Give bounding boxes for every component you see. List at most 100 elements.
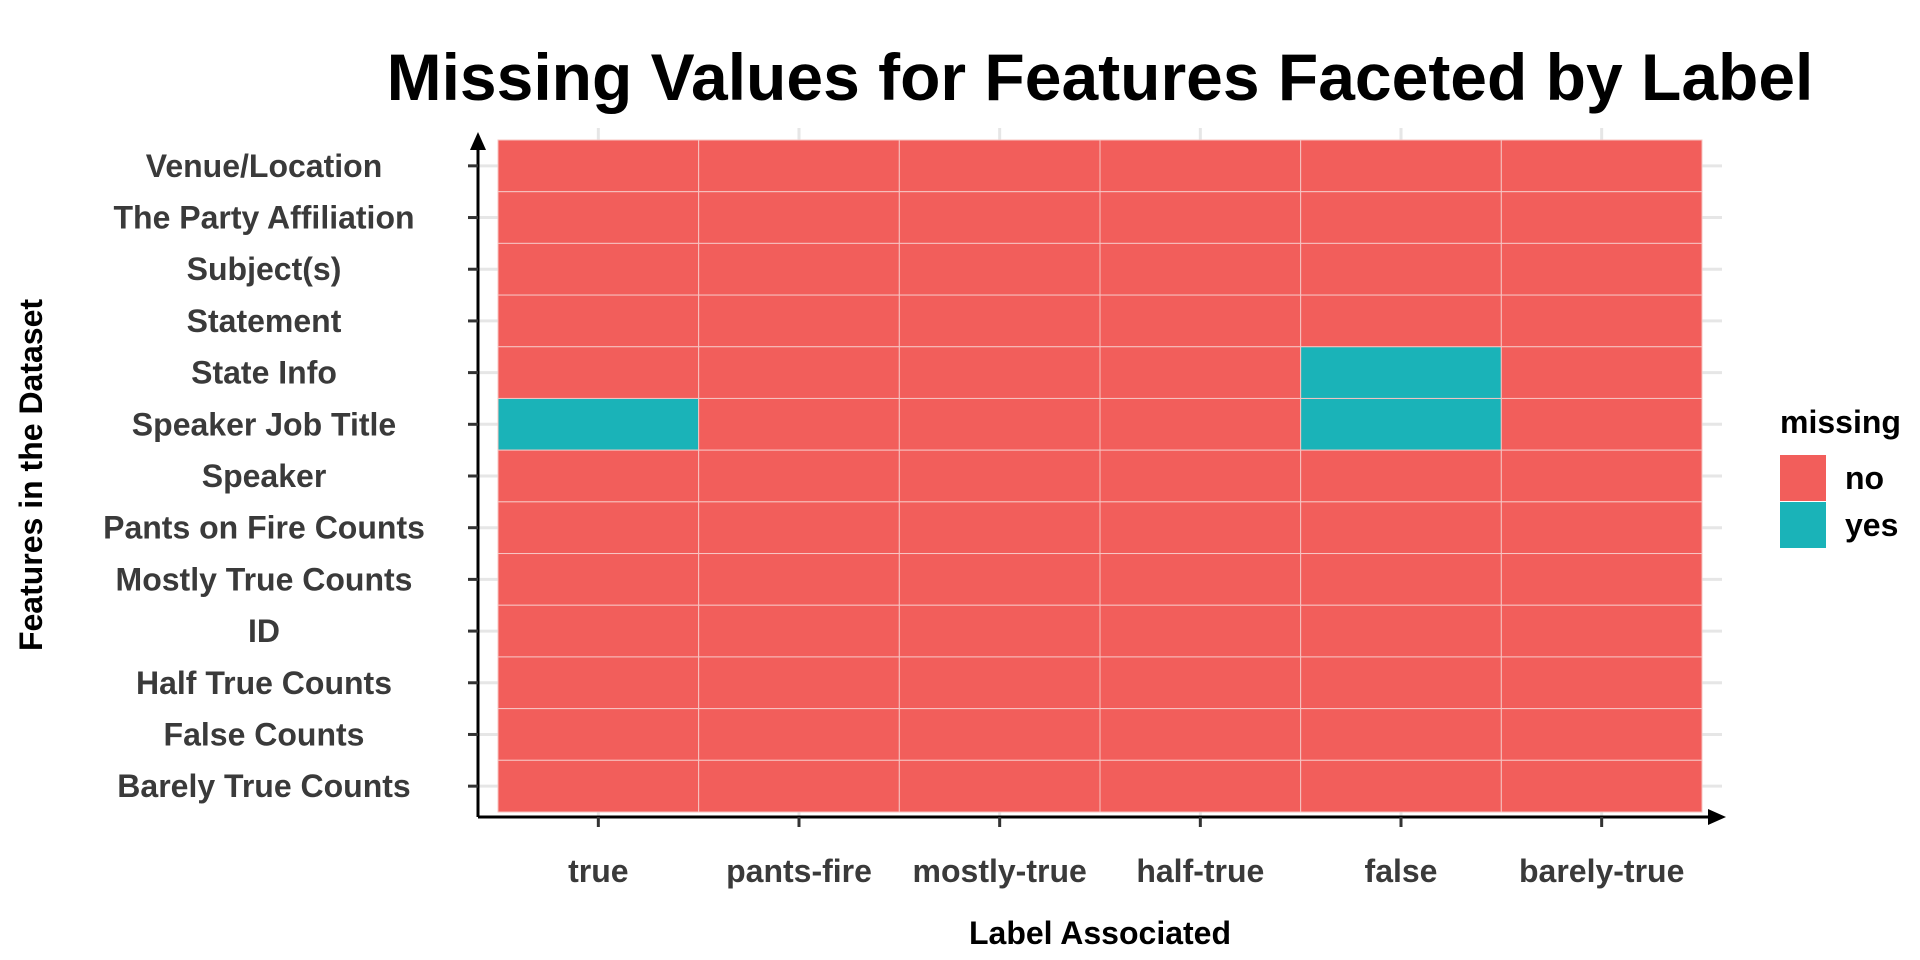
- x-tick-label: mostly-true: [913, 853, 1087, 889]
- heatmap-cell: [497, 553, 700, 606]
- heatmap-cell: [1099, 656, 1302, 710]
- heatmap-cell: [497, 604, 700, 658]
- heatmap-cell: [497, 449, 700, 503]
- heatmap-cell: [898, 759, 1101, 813]
- y-tick-label: Barely True Counts: [117, 768, 410, 804]
- legend-swatch-no: [1780, 455, 1826, 501]
- heatmap-cell: [1099, 294, 1302, 348]
- heatmap-cell: [1300, 553, 1502, 606]
- heatmap-cell: [1099, 346, 1302, 399]
- heatmap-cell: [698, 242, 900, 296]
- x-tick-label: true: [568, 853, 628, 889]
- x-tick-label: pants-fire: [726, 853, 872, 889]
- heatmap-cell: [1500, 759, 1703, 813]
- y-axis-ticks: Venue/Location The Party Affiliation Subje…: [103, 148, 478, 804]
- heatmap-cell: [1500, 139, 1703, 193]
- heatmap-cell: [898, 139, 1101, 193]
- legend: missing no yes: [1780, 404, 1901, 548]
- heatmap-cell: [1300, 501, 1502, 555]
- heatmap-cell: [698, 191, 900, 244]
- heatmap-cell: [1500, 346, 1703, 399]
- heatmap-cell: [1500, 656, 1703, 710]
- y-tick-label: State Info: [191, 355, 337, 391]
- heatmap-cell: [898, 553, 1101, 606]
- heatmap-cell: [698, 604, 900, 658]
- heatmap-cell: [698, 501, 900, 555]
- y-tick-label: The Party Affiliation: [113, 200, 414, 236]
- heatmap-cell: [1500, 708, 1703, 761]
- heatmap-cell: [1300, 191, 1502, 244]
- heatmap-cell: [698, 449, 900, 503]
- heatmap-cell: [497, 501, 700, 555]
- heatmap-cell: [497, 139, 700, 193]
- heatmap-cell: [1099, 139, 1302, 193]
- legend-label-yes: yes: [1845, 507, 1898, 543]
- heatmap-cell: [698, 397, 900, 451]
- y-tick-label: Mostly True Counts: [116, 561, 413, 597]
- heatmap-cell: [497, 656, 700, 710]
- heatmap-cell: [898, 708, 1101, 761]
- legend-label-no: no: [1845, 460, 1884, 496]
- heatmap-cell: [497, 294, 700, 348]
- heatmap-cell: [898, 604, 1101, 658]
- heatmap-cell: [1099, 553, 1302, 606]
- x-axis-arrow: [1708, 809, 1726, 825]
- y-tick-label: False Counts: [164, 716, 365, 752]
- heatmap-cell: [497, 191, 700, 244]
- heatmap-cell: [1099, 501, 1302, 555]
- heatmap-cell: [1300, 242, 1502, 296]
- y-tick-label: Subject(s): [187, 251, 342, 287]
- heatmap-cell: [698, 759, 900, 813]
- heatmap-cell: [898, 656, 1101, 710]
- heatmap-cell: [898, 501, 1101, 555]
- y-axis-arrow: [470, 132, 486, 150]
- legend-swatch-yes: [1780, 502, 1826, 548]
- heatmap-cell: [1500, 294, 1703, 348]
- legend-title: missing: [1780, 404, 1901, 440]
- heatmap-cell: [1099, 397, 1302, 451]
- heatmap-cell: [1500, 242, 1703, 296]
- heatmap-cell: [497, 346, 700, 399]
- heatmap-cells: [497, 139, 1703, 813]
- y-tick-label: Venue/Location: [146, 148, 382, 184]
- heatmap-cell: [497, 759, 700, 813]
- heatmap-cell: [1099, 191, 1302, 244]
- y-tick-label: Speaker: [202, 458, 327, 494]
- heatmap-cell: [898, 242, 1101, 296]
- chart-title: Missing Values for Features Faceted by L…: [387, 40, 1814, 114]
- heatmap-cell: [898, 449, 1101, 503]
- x-tick-label: half-true: [1136, 853, 1264, 889]
- x-axis-title: Label Associated: [969, 915, 1231, 951]
- heatmap-cell: [497, 242, 700, 296]
- y-tick-label: Speaker Job Title: [132, 406, 396, 442]
- heatmap-cell: [1300, 449, 1502, 503]
- heatmap-cell: [1300, 708, 1502, 761]
- heatmap-cell: [1300, 139, 1502, 193]
- heatmap-cell: [698, 656, 900, 710]
- heatmap-cell: [1099, 708, 1302, 761]
- heatmap-cell: [1099, 759, 1302, 813]
- heatmap-cell: [898, 294, 1101, 348]
- y-tick-label: Half True Counts: [136, 665, 392, 701]
- heatmap-cell: [698, 553, 900, 606]
- y-tick-label: ID: [248, 613, 280, 649]
- heatmap-cell: [698, 294, 900, 348]
- heatmap-cell: [497, 397, 700, 451]
- heatmap-cell: [698, 708, 900, 761]
- heatmap-cell: [1500, 191, 1703, 244]
- heatmap-cell: [898, 191, 1101, 244]
- heatmap-cell: [497, 708, 700, 761]
- x-tick-label: barely-true: [1519, 853, 1684, 889]
- heatmap-cell: [698, 139, 900, 193]
- heatmap-cell: [1500, 449, 1703, 503]
- y-axis-title: Features in the Dataset: [13, 299, 49, 651]
- y-tick-label: Statement: [187, 303, 342, 339]
- heatmap-cell: [1099, 604, 1302, 658]
- x-axis-ticks: true pants-fire mostly-true half-true false b…: [568, 817, 1684, 889]
- heatmap-cell: [1300, 294, 1502, 348]
- heatmap-cell: [1500, 604, 1703, 658]
- heatmap-cell: [1300, 759, 1502, 813]
- heatmap-cell: [1500, 501, 1703, 555]
- x-tick-label: false: [1365, 853, 1438, 889]
